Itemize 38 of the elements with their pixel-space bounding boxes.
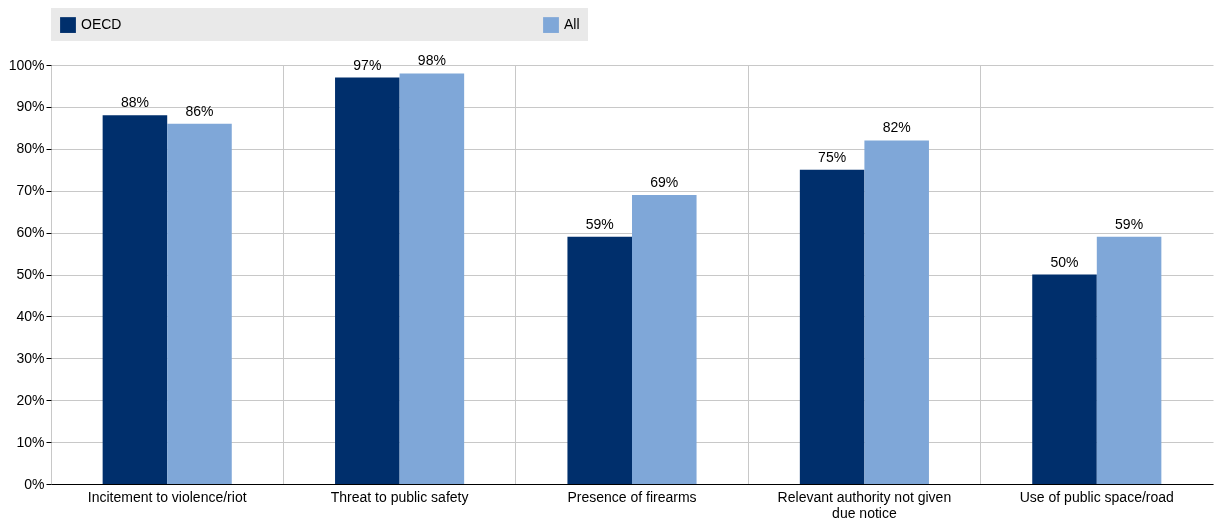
data-label: 88% — [120, 94, 149, 111]
bar — [632, 194, 697, 484]
y-tick-label: 20% — [16, 391, 45, 408]
bar — [864, 140, 929, 484]
data-label: 59% — [1115, 215, 1144, 232]
data-label: 69% — [650, 173, 679, 190]
x-tick-label: Relevant authority not given due notice — [777, 488, 952, 521]
bar — [167, 123, 232, 484]
bar — [567, 236, 632, 484]
y-tick-label: 10% — [16, 433, 45, 450]
data-label: 75% — [818, 148, 847, 165]
bar — [1032, 274, 1097, 484]
data-label: 59% — [585, 215, 614, 232]
bar — [1096, 236, 1162, 484]
y-tick-label: 30% — [16, 349, 45, 366]
legend-label: OECD — [81, 16, 122, 33]
y-tick-label: 60% — [16, 224, 45, 241]
y-tick-label: 90% — [16, 98, 45, 115]
y-tick-label: 50% — [16, 266, 45, 282]
y-tick-label: 0% — [24, 475, 45, 492]
legend-label: All — [564, 16, 580, 33]
y-tick-label: 80% — [16, 140, 45, 157]
y-tick-label: 40% — [16, 307, 45, 324]
x-tick-label: Incitement to violence/riot — [87, 488, 247, 505]
x-tick-label: Threat to public safety — [330, 488, 469, 505]
data-label: 50% — [1050, 253, 1079, 270]
y-tick-label: 70% — [16, 182, 45, 199]
data-label: 86% — [185, 102, 214, 119]
y-tick-label: 100% — [8, 56, 45, 73]
data-label: 82% — [882, 119, 911, 136]
bar — [399, 73, 465, 484]
x-tick-label: Presence of firearms — [567, 488, 697, 505]
bar — [335, 77, 400, 484]
bar — [799, 169, 865, 484]
bar — [102, 115, 168, 484]
x-tick-label: Use of public space/road — [1019, 488, 1174, 505]
data-label: 97% — [353, 56, 382, 73]
data-label: 98% — [417, 52, 446, 69]
